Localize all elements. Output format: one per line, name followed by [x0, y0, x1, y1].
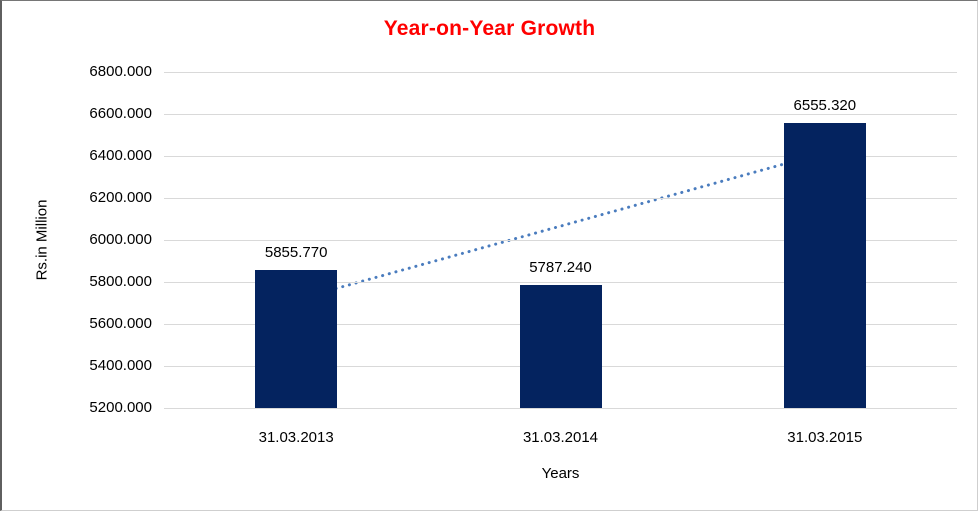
y-tick-label: 5200.000: [89, 399, 152, 416]
gridline: [164, 72, 957, 73]
gridline: [164, 240, 957, 241]
x-tick-label: 31.03.2015: [787, 429, 863, 446]
y-tick-label: 5400.000: [89, 357, 152, 374]
y-tick-label: 6600.000: [89, 105, 152, 122]
gridline: [164, 282, 957, 283]
bar: [519, 284, 602, 408]
bar-value-label: 6555.320: [793, 97, 857, 115]
bar-value-label: 5855.770: [264, 244, 328, 262]
trendline-segment: [294, 151, 827, 302]
gridline: [164, 114, 957, 115]
y-tick-label: 6200.000: [89, 189, 152, 206]
y-tick-label: 6800.000: [89, 63, 152, 80]
bar: [783, 123, 866, 408]
y-tick-label: 6400.000: [89, 147, 152, 164]
chart-title: Year-on-Year Growth: [383, 17, 596, 40]
y-tick-label: 5800.000: [89, 273, 152, 290]
x-axis-title: Years: [541, 465, 580, 482]
gridline: [164, 408, 957, 409]
gridline: [164, 198, 957, 199]
x-tick-label: 31.03.2013: [258, 429, 334, 446]
bar: [255, 270, 338, 408]
bar-value-label: 5787.240: [529, 258, 592, 276]
x-tick-label: 31.03.2014: [522, 429, 599, 446]
gridline: [164, 156, 957, 157]
y-tick-label: 5600.000: [89, 315, 152, 332]
y-tick-label: 6000.000: [89, 231, 152, 248]
